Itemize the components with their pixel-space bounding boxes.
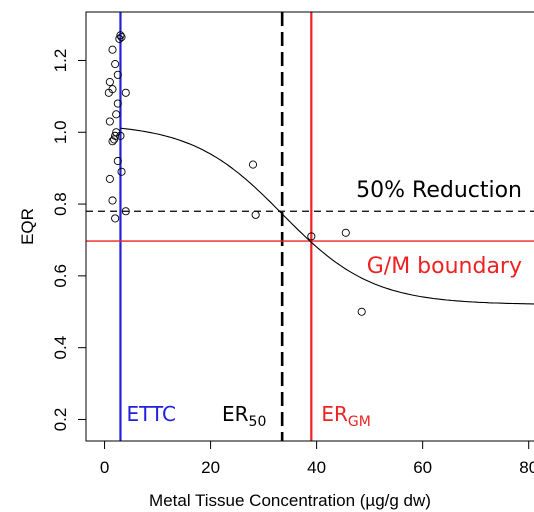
er50-label: ER50 xyxy=(222,402,266,430)
fit-curve xyxy=(120,127,534,305)
y-tick-label-3: 0.8 xyxy=(51,192,70,216)
data-point-8 xyxy=(104,88,113,97)
ergm-label: ERGM xyxy=(321,402,370,430)
data-point-17 xyxy=(116,131,125,140)
data-point-24 xyxy=(248,160,258,169)
data-point-28 xyxy=(357,307,366,316)
data-point-3 xyxy=(108,45,117,54)
gm-boundary-label: G/M boundary xyxy=(367,254,522,279)
data-point-0 xyxy=(116,31,125,40)
data-point-19 xyxy=(117,167,126,176)
ettc-label: ETTC xyxy=(126,402,176,426)
x-tick-label-1: 20 xyxy=(201,458,220,477)
y-tick-label-0: 0.2 xyxy=(51,408,70,432)
data-point-21 xyxy=(108,196,117,205)
data-point-23 xyxy=(111,214,120,223)
y-tick-label-5: 1.2 xyxy=(51,49,70,73)
reduction-label: 50% Reduction xyxy=(356,178,522,203)
data-point-22 xyxy=(121,207,130,216)
data-point-9 xyxy=(121,88,130,97)
data-point-18 xyxy=(113,156,122,166)
data-point-15 xyxy=(110,135,119,144)
data-point-11 xyxy=(112,110,121,119)
x-tick-label-2: 40 xyxy=(307,458,326,477)
data-point-5 xyxy=(113,70,122,79)
y-tick-label-1: 0.4 xyxy=(51,336,70,360)
data-point-25 xyxy=(251,210,260,219)
y-tick-label-2: 0.6 xyxy=(51,264,70,288)
plot-frame xyxy=(85,11,534,442)
data-point-16 xyxy=(108,137,117,146)
x-tick-label-4: 80 xyxy=(519,458,534,477)
data-point-10 xyxy=(113,99,122,108)
data-point-26 xyxy=(307,232,316,241)
y-tick-label-4: 1.0 xyxy=(51,120,70,144)
x-tick-label-3: 60 xyxy=(413,458,432,477)
data-point-4 xyxy=(111,60,120,69)
y-axis-label: EQR xyxy=(18,208,37,245)
x-axis-label: Metal Tissue Concentration (µg/g dw) xyxy=(149,491,431,510)
data-point-12 xyxy=(105,117,114,126)
data-point-6 xyxy=(105,77,114,87)
data-point-2 xyxy=(117,33,126,42)
data-point-14 xyxy=(111,131,120,140)
data-point-27 xyxy=(341,228,350,237)
x-tick-label-0: 0 xyxy=(100,458,109,477)
data-point-20 xyxy=(105,174,114,183)
data-point-1 xyxy=(115,34,124,43)
